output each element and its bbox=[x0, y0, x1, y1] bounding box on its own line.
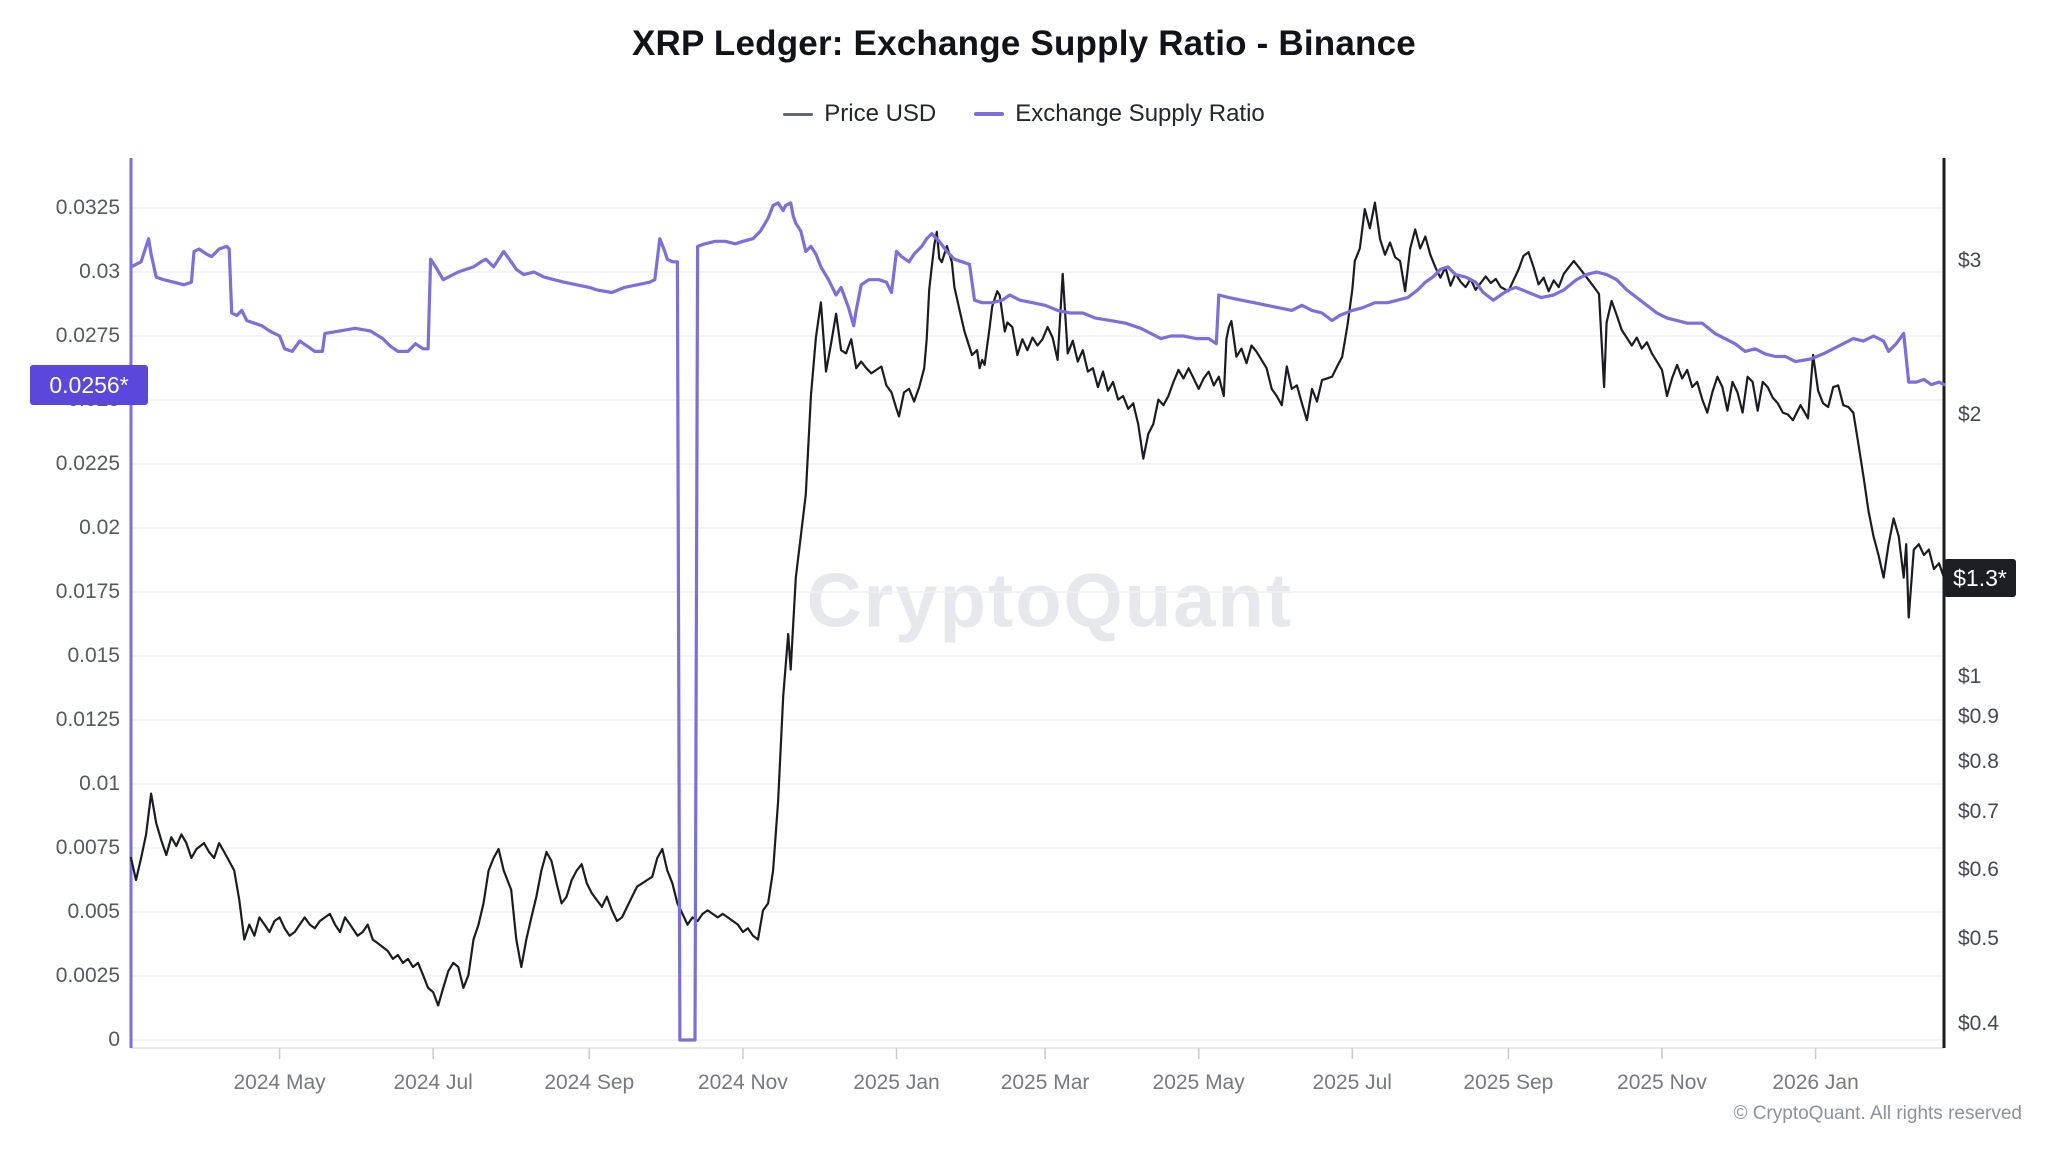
y-axis-label-right: $0.7 bbox=[1958, 800, 1999, 824]
x-axis-label: 2025 Nov bbox=[1617, 1071, 1707, 1094]
y-axis-label-right: $0.8 bbox=[1958, 749, 1999, 773]
price-line bbox=[129, 201, 1946, 1007]
y-axis-label-left: 0.0175 bbox=[55, 580, 120, 603]
x-axis-label: 2024 May bbox=[233, 1071, 326, 1094]
y-axis-label-left: 0.03 bbox=[79, 260, 120, 283]
y-axis-label-right: $0.5 bbox=[1958, 927, 1999, 951]
cryptoquant-watermark: CryptoQuant bbox=[806, 558, 1294, 644]
legend-item-esr[interactable]: Exchange Supply Ratio bbox=[974, 100, 1265, 128]
y-axis-label-left: 0.005 bbox=[67, 900, 120, 923]
x-axis-label: 2025 May bbox=[1152, 1071, 1245, 1094]
chart-title: XRP Ledger: Exchange Supply Ratio - Bina… bbox=[632, 24, 1416, 63]
x-axis-label: 2025 Jan bbox=[853, 1071, 940, 1094]
copyright-text: © CryptoQuant. All rights reserved bbox=[1733, 1103, 2022, 1124]
x-axis-label: 2025 Jul bbox=[1312, 1071, 1392, 1094]
price-current-value-badge: $1.3* bbox=[1944, 558, 2016, 597]
y-axis-label-left: 0.0275 bbox=[55, 324, 120, 347]
legend: Price USD Exchange Supply Ratio bbox=[0, 100, 2048, 128]
y-axis-label-left: 0.0325 bbox=[55, 196, 120, 219]
y-axis-label-left: 0.0025 bbox=[55, 964, 120, 987]
y-axis-label-right: $0.9 bbox=[1958, 704, 1999, 728]
x-axis-label: 2025 Sep bbox=[1463, 1071, 1554, 1094]
x-axis-label: 2024 Jul bbox=[393, 1071, 473, 1094]
legend-item-price[interactable]: Price USD bbox=[783, 100, 936, 128]
y-axis-label-right: $2 bbox=[1958, 402, 1982, 426]
y-axis-label-right: $1 bbox=[1958, 665, 1982, 688]
price-line-swatch-icon bbox=[783, 112, 814, 116]
esr-line-swatch-icon bbox=[974, 112, 1005, 116]
esr-current-value-badge: 0.0256* bbox=[30, 364, 148, 405]
y-axis-label-left: 0.01 bbox=[79, 772, 120, 795]
x-axis-label: 2025 Mar bbox=[1000, 1071, 1090, 1094]
y-axis-label-left: 0.02 bbox=[79, 516, 120, 539]
y-axis-label-right: $0.4 bbox=[1958, 1012, 1999, 1035]
esr-line bbox=[129, 201, 1946, 1042]
y-axis-label-left: 0.015 bbox=[67, 644, 120, 667]
x-axis-label: 2024 Nov bbox=[697, 1071, 788, 1094]
legend-label-esr: Exchange Supply Ratio bbox=[1015, 100, 1265, 127]
x-axis-label: 2024 Sep bbox=[544, 1071, 635, 1094]
y-axis-label-left: 0.0075 bbox=[55, 836, 120, 859]
y-axis-label-right: $0.6 bbox=[1958, 858, 1999, 882]
y-axis-label-right: $3 bbox=[1958, 248, 1982, 272]
y-axis-label-left: 0 bbox=[108, 1028, 120, 1051]
y-axis-label-left: 0.0225 bbox=[55, 452, 120, 475]
x-axis-label: 2026 Jan bbox=[1772, 1071, 1859, 1094]
y-axis-label-left: 0.0125 bbox=[55, 708, 120, 731]
legend-label-price: Price USD bbox=[824, 100, 937, 127]
